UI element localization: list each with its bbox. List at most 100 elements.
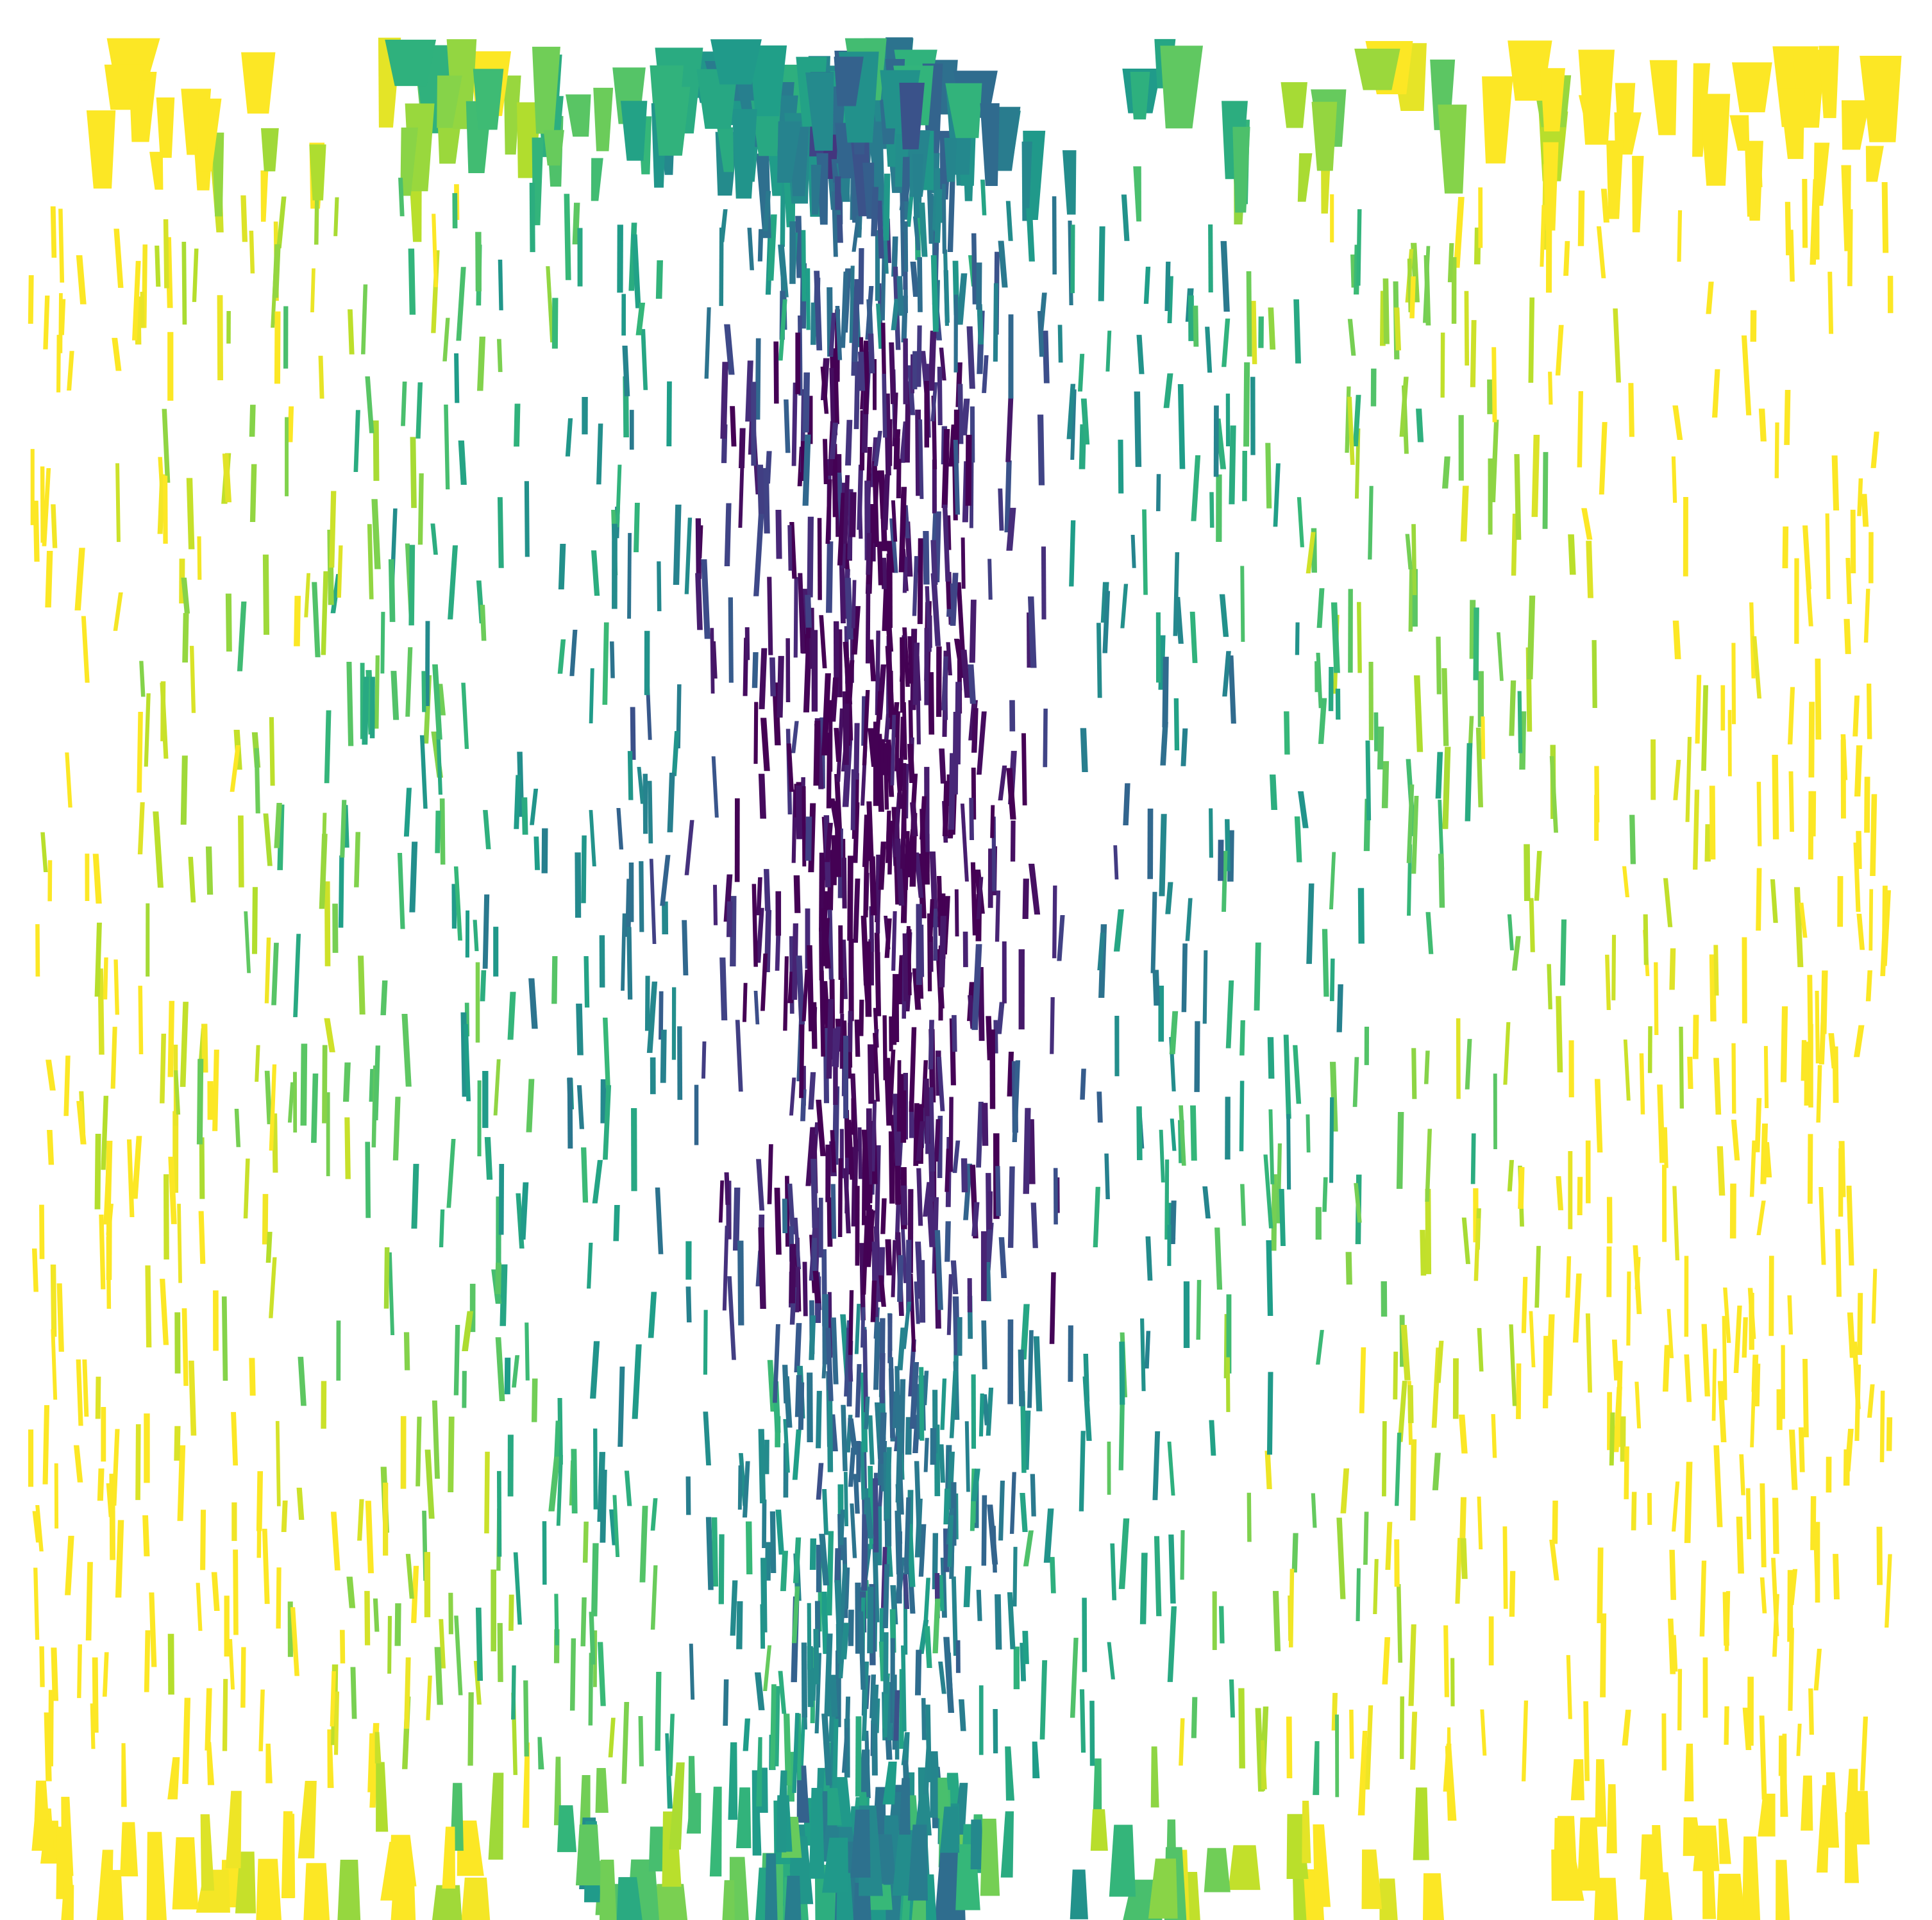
streak: [222, 453, 232, 503]
streak: [1272, 1590, 1281, 1651]
streak: [924, 628, 929, 705]
streak: [1481, 716, 1486, 759]
streak: [272, 244, 281, 298]
streak: [1477, 1496, 1483, 1549]
streak: [274, 802, 282, 848]
streak: [439, 1619, 446, 1669]
streak: [1368, 661, 1373, 741]
streak: [401, 1013, 412, 1087]
streak: [723, 1679, 729, 1726]
streak: [35, 924, 40, 977]
streak: [367, 524, 374, 600]
streak: [508, 1594, 514, 1631]
streak: [1284, 711, 1290, 755]
streak: [846, 1120, 855, 1180]
streak: [1841, 165, 1851, 251]
streak: [1613, 1386, 1622, 1453]
streak: [530, 788, 539, 825]
streak: [843, 1036, 848, 1118]
streak: [1033, 1336, 1043, 1411]
streak: [895, 711, 900, 771]
streak: [1009, 700, 1016, 732]
streak: [401, 381, 407, 426]
streak: [869, 906, 875, 952]
streak: [1021, 141, 1032, 221]
streak: [1628, 383, 1634, 437]
streak: [830, 1317, 839, 1385]
streak: [426, 1675, 432, 1721]
streak: [1713, 1445, 1723, 1528]
streak: [939, 348, 946, 381]
streak: [880, 1353, 886, 1404]
streak: [1329, 1097, 1334, 1183]
streak: [76, 1100, 87, 1145]
streak: [120, 1822, 139, 1876]
streak: [1316, 588, 1325, 628]
streak: [1356, 209, 1362, 286]
streak: [1336, 1517, 1346, 1599]
streak: [671, 730, 680, 777]
streak: [1328, 667, 1334, 711]
streak: [822, 1837, 849, 1893]
streak: [575, 852, 582, 918]
streak: [760, 718, 770, 771]
streak: [814, 271, 823, 351]
streak: [1677, 1669, 1683, 1731]
streak: [705, 1517, 714, 1590]
streak: [1155, 612, 1161, 683]
streak: [837, 493, 846, 566]
streak: [388, 559, 396, 622]
streak: [589, 668, 594, 724]
streak: [1597, 1547, 1604, 1624]
streak: [1143, 266, 1151, 304]
streak: [1052, 196, 1057, 274]
streak: [65, 752, 72, 808]
streak: [1701, 685, 1709, 771]
streak: [548, 1456, 560, 1512]
streak: [1452, 1358, 1459, 1419]
streak: [1853, 1025, 1865, 1057]
streak: [350, 1667, 357, 1719]
streak: [1606, 1246, 1612, 1297]
streak: [1739, 1454, 1745, 1495]
streak: [809, 1315, 816, 1360]
streak: [61, 1885, 74, 1920]
streak: [1801, 1775, 1813, 1831]
streak: [51, 1329, 58, 1400]
streak: [1159, 814, 1167, 897]
streak: [1870, 794, 1877, 876]
streak: [138, 986, 144, 1055]
streak: [843, 1472, 848, 1527]
streak: [1596, 226, 1606, 278]
streak: [960, 804, 969, 882]
streak: [456, 267, 466, 341]
streak: [828, 312, 836, 357]
streak: [1542, 451, 1549, 529]
streak: [956, 582, 965, 653]
streak: [1651, 739, 1656, 800]
streak: [416, 1417, 422, 1486]
streak: [921, 1697, 927, 1740]
streak: [1695, 675, 1702, 744]
streak: [934, 1230, 943, 1310]
streak: [1857, 1293, 1863, 1355]
streak: [832, 444, 838, 518]
streak: [857, 1127, 862, 1179]
streak: [1163, 373, 1173, 408]
streak: [81, 616, 90, 683]
streak: [43, 295, 50, 349]
streak: [802, 1261, 808, 1317]
streak: [1799, 902, 1808, 938]
streak: [1152, 1431, 1161, 1501]
streak: [1295, 622, 1300, 655]
streak: [519, 1182, 529, 1240]
streak: [1870, 432, 1879, 468]
streak: [312, 582, 321, 657]
streak: [1785, 201, 1792, 256]
streak: [1788, 771, 1794, 832]
streak: [871, 187, 879, 237]
streak: [660, 1029, 667, 1083]
streak: [1816, 1065, 1822, 1123]
streak: [1831, 455, 1840, 510]
streak: [928, 899, 934, 942]
